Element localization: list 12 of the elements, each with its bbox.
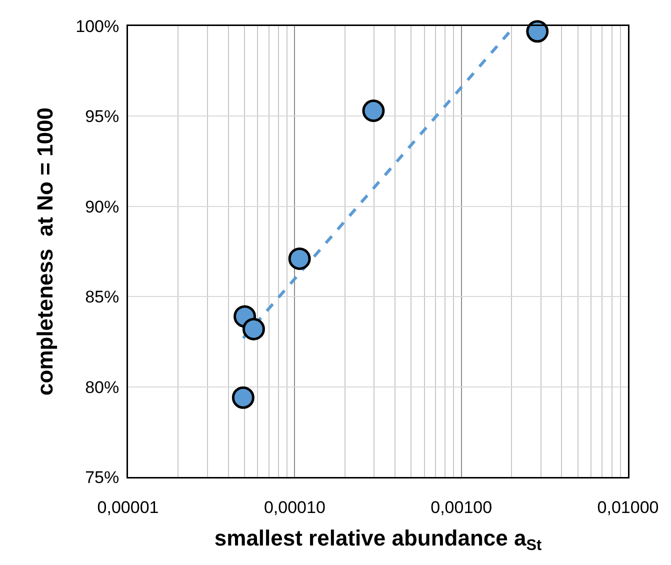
y-tick-label: 85% [85,288,120,307]
x-tick-label: 0,01000 [597,498,659,517]
y-tick-label: 90% [85,197,120,216]
y-axis-title: completeness at No = 1000 [32,108,58,396]
y-tick-label: 100% [76,16,120,36]
x-tick-label: 0,00001 [97,498,159,517]
y-tick-label: 80% [85,378,120,397]
y-tick-label: 75% [85,468,120,487]
x-tick-label: 0,00010 [264,498,326,517]
x-tick-label: 0,00100 [430,498,492,517]
x-axis-title: smallest relative abundance a$_{St}$ [214,526,542,554]
y-tick-label: 95% [85,107,120,126]
